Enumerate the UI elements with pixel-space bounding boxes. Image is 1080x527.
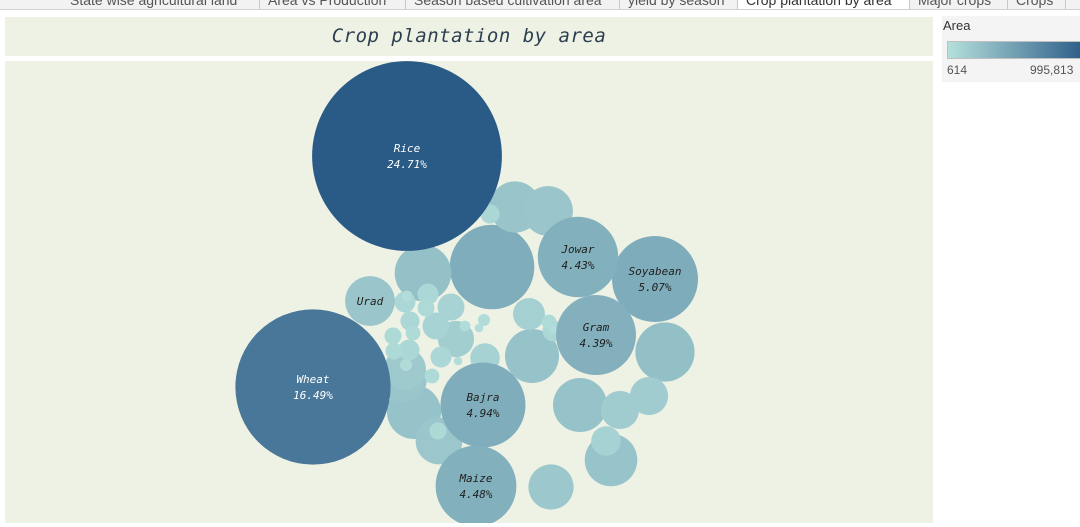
bubble-label-gram: Gram: [583, 321, 610, 334]
bubble-pct-wheat: 16.49%: [293, 389, 333, 402]
bubble-unlabeled-43[interactable]: [453, 356, 463, 366]
bubble-unlabeled-38[interactable]: [478, 314, 490, 326]
bubble-unlabeled-25[interactable]: [430, 346, 452, 368]
chart-title: Crop plantation by area: [331, 25, 607, 47]
bubble-label-wheat: Wheat: [296, 373, 329, 386]
bubble-wheat[interactable]: [235, 309, 391, 465]
bubble-soyabean[interactable]: [612, 236, 698, 322]
title-band: Crop plantation by area: [5, 17, 933, 56]
bubble-unlabeled-20[interactable]: [437, 293, 465, 321]
bubble-label-jowar: Jowar: [560, 243, 594, 256]
bubble-unlabeled-35[interactable]: [541, 314, 557, 330]
bubble-jowar[interactable]: [537, 216, 619, 298]
bubble-label-urad: Urad: [357, 295, 384, 308]
bubble-unlabeled-37[interactable]: [400, 359, 412, 371]
bubble-maize[interactable]: [435, 445, 517, 527]
bubble-gram[interactable]: [556, 295, 636, 375]
bubble-unlabeled-28[interactable]: [400, 311, 420, 331]
bubble-bajra[interactable]: [440, 362, 526, 448]
bubble-unlabeled-1[interactable]: [449, 224, 535, 310]
bubble-label-soyabean: Soyabean: [629, 265, 682, 278]
bubble-unlabeled-18[interactable]: [591, 426, 621, 456]
bubble-pct-soyabean: 5.07%: [638, 281, 671, 294]
bubble-unlabeled-17[interactable]: [513, 298, 545, 330]
bubble-unlabeled-6[interactable]: [553, 378, 607, 432]
tab-crop-plantation-by-area[interactable]: Crop plantation by area: [738, 0, 910, 9]
tab-season-based-cultivation-area[interactable]: Season based cultivation area: [406, 0, 620, 9]
bubble-label-maize: Maize: [458, 472, 492, 485]
bubble-unlabeled-40[interactable]: [401, 290, 413, 302]
legend-color-ramp: [947, 41, 1080, 59]
bubble-unlabeled-33[interactable]: [405, 325, 421, 341]
bubble-label-rice: Rice: [394, 142, 421, 155]
bubble-unlabeled-3[interactable]: [394, 244, 452, 302]
legend-title: Area: [943, 18, 971, 33]
tab-major-crops[interactable]: Major crops: [910, 0, 1008, 9]
bubble-unlabeled-31[interactable]: [429, 422, 447, 440]
bubble-unlabeled-12[interactable]: [528, 464, 574, 510]
bubble-pct-rice: 24.71%: [387, 158, 427, 171]
bubble-unlabeled-34[interactable]: [424, 368, 440, 384]
bubble-pct-jowar: 4.43%: [561, 259, 594, 272]
plot-area: Rice 24.71% Wheat 16.49% Soyabean 5.07% Bajra 4…: [5, 61, 933, 527]
bubble-rice[interactable]: [312, 61, 502, 251]
bubble-unlabeled-30[interactable]: [385, 342, 403, 360]
bubble-unlabeled-15[interactable]: [629, 376, 669, 416]
bubble-unlabeled-42[interactable]: [474, 323, 484, 333]
bubble-pct-bajra: 4.94%: [466, 407, 499, 420]
sheet-tab-bar: State wise agricultural land Area vs Pro…: [0, 0, 1080, 10]
bubble-unlabeled-21[interactable]: [422, 312, 450, 340]
bubble-pct-gram: 4.39%: [579, 337, 612, 350]
bubble-unlabeled-14[interactable]: [600, 390, 640, 430]
legend-max-label: 995,813: [1030, 63, 1074, 77]
bubble-unlabeled-29[interactable]: [384, 327, 402, 345]
bubble-unlabeled-32[interactable]: [417, 299, 435, 317]
bubble-urad[interactable]: [345, 276, 395, 326]
bubble-unlabeled-22[interactable]: [398, 339, 420, 361]
bubble-pct-maize: 4.48%: [459, 488, 492, 501]
legend-min-label: 614: [947, 63, 968, 77]
bubble-chart: Rice 24.71% Wheat 16.49% Soyabean 5.07% Bajra 4…: [235, 61, 698, 527]
bubble-unlabeled-23[interactable]: [417, 283, 439, 305]
tab-state-wise-agricultural-land[interactable]: State wise agricultural land: [62, 0, 260, 9]
tab-crops[interactable]: Crops: [1008, 0, 1066, 9]
bubble-unlabeled-4[interactable]: [505, 329, 559, 383]
tab-yield-by-season[interactable]: yield by season: [620, 0, 738, 9]
bubble-label-bajra: Bajra: [466, 391, 499, 404]
tab-area-vs-production[interactable]: Area vs Production: [260, 0, 406, 9]
bubble-unlabeled-2[interactable]: [635, 322, 695, 382]
color-legend: Area 614 995,813: [942, 16, 1080, 82]
bubble-unlabeled-39[interactable]: [459, 320, 471, 332]
